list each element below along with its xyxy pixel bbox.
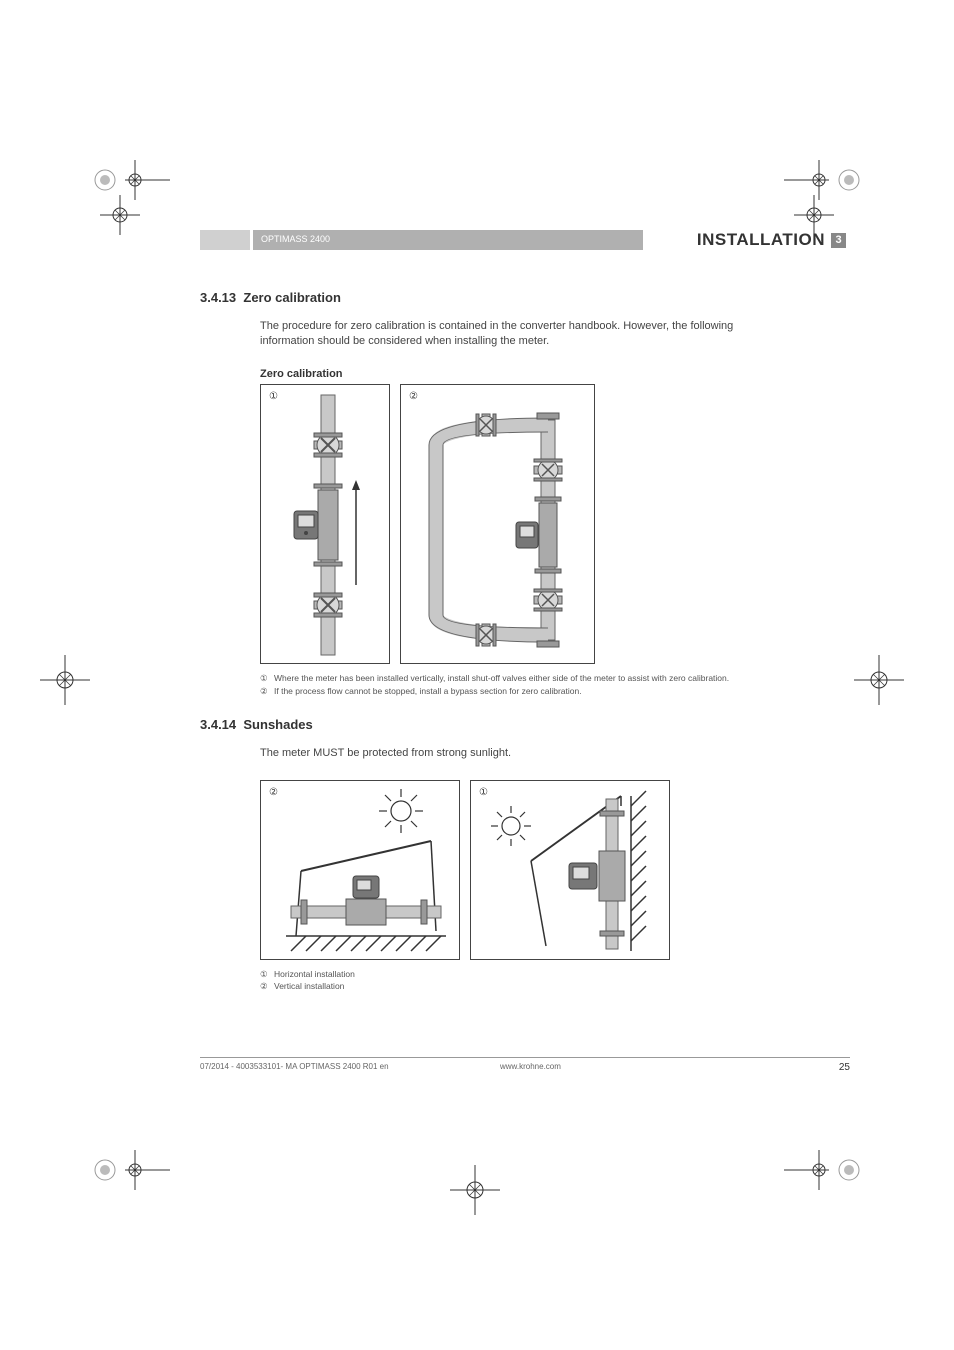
header-accent bbox=[200, 230, 250, 250]
figure-sunshade-vertical: ① bbox=[470, 780, 670, 960]
figure-title: Zero calibration bbox=[260, 368, 850, 380]
diagram-sunshade-horizontal bbox=[261, 781, 461, 961]
reg-mark-mr bbox=[854, 650, 914, 710]
section-body: The meter MUST be protected from strong … bbox=[260, 746, 780, 761]
header-bar: OPTIMASS 2400 INSTALLATION 3 bbox=[200, 230, 850, 250]
figure-row: ② bbox=[260, 780, 850, 960]
footer-page: 25 bbox=[810, 1062, 850, 1073]
crop-mark-bl bbox=[90, 1140, 170, 1200]
reg-mark-bc bbox=[450, 1160, 510, 1220]
header-title-wrap: INSTALLATION 3 bbox=[643, 230, 850, 250]
section-heading: 3.4.14 Sunshades bbox=[200, 717, 850, 732]
figure-legend: ①Horizontal installation ②Vertical insta… bbox=[260, 968, 850, 994]
footer-left: 07/2014 - 4003533101- MA OPTIMASS 2400 R… bbox=[200, 1062, 500, 1073]
page-content: OPTIMASS 2400 INSTALLATION 3 3.4.13 Zero… bbox=[200, 230, 850, 1013]
crop-mark-tl bbox=[90, 150, 170, 210]
crop-mark-br bbox=[784, 1140, 864, 1200]
reg-mark-tl2 bbox=[100, 195, 160, 255]
page-footer: 07/2014 - 4003533101- MA OPTIMASS 2400 R… bbox=[200, 1057, 850, 1073]
section-heading: 3.4.13 Zero calibration bbox=[200, 290, 850, 305]
section-body: The procedure for zero calibration is co… bbox=[260, 319, 780, 350]
chapter-number-badge: 3 bbox=[831, 233, 846, 248]
figure-row: ① bbox=[260, 384, 850, 664]
crop-mark-tr bbox=[784, 150, 864, 210]
figure-sunshade-horizontal: ② bbox=[260, 780, 460, 960]
chapter-title: INSTALLATION bbox=[697, 230, 825, 250]
diagram-bypass-meter bbox=[401, 385, 596, 665]
figure-legend: ①Where the meter has been installed vert… bbox=[260, 672, 850, 698]
footer-center: www.krohne.com bbox=[500, 1062, 810, 1073]
product-name: OPTIMASS 2400 bbox=[253, 230, 643, 250]
diagram-vertical-meter bbox=[261, 385, 391, 665]
reg-mark-ml bbox=[40, 650, 100, 710]
figure-zero-cal-1: ① bbox=[260, 384, 390, 664]
figure-zero-cal-2: ② bbox=[400, 384, 595, 664]
diagram-sunshade-vertical bbox=[471, 781, 671, 961]
